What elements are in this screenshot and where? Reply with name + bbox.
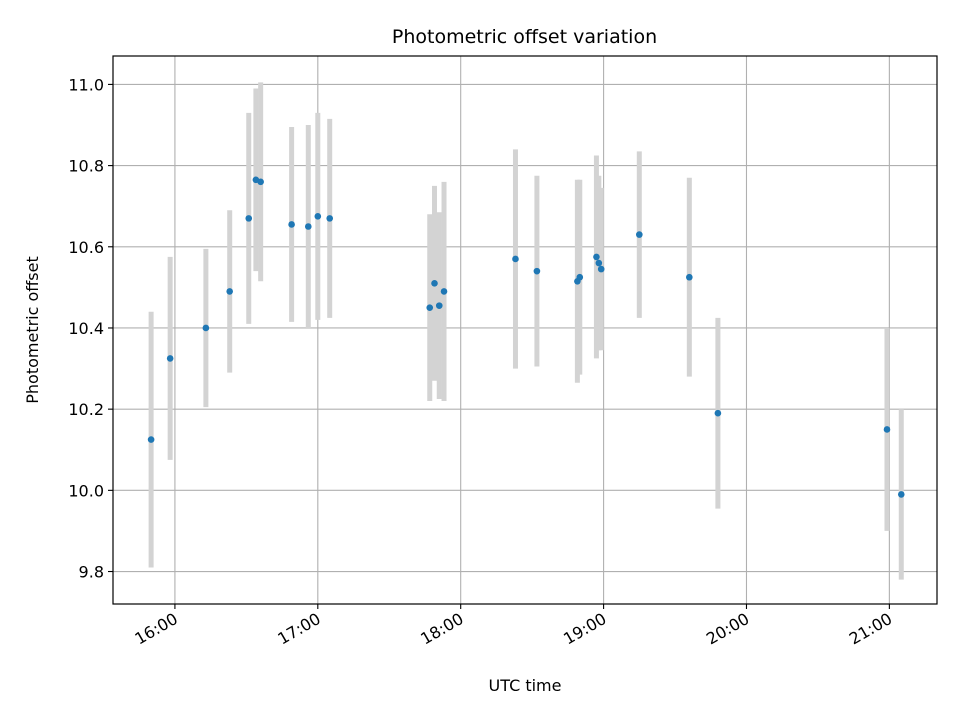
data-point <box>226 288 233 295</box>
y-tick-label: 10.8 <box>68 157 104 176</box>
data-point <box>897 491 905 498</box>
y-tick-label: 10.4 <box>68 319 104 338</box>
plot-frame <box>112 55 938 605</box>
y-tick-label: 11.0 <box>68 75 104 94</box>
data-point <box>714 409 722 417</box>
data-point <box>597 265 605 273</box>
data-point <box>257 178 264 186</box>
data-point <box>883 426 891 433</box>
data-point <box>304 223 312 230</box>
data-point <box>595 259 603 267</box>
data-point <box>326 215 334 222</box>
data-point <box>533 267 541 275</box>
y-axis-title: Photometric offset <box>23 256 42 404</box>
data-point <box>686 273 693 281</box>
y-tick-label: 9.8 <box>79 563 104 582</box>
data-point <box>314 213 322 220</box>
data-point <box>426 304 434 311</box>
data-point <box>512 255 519 263</box>
data-point <box>147 436 155 443</box>
y-tick-label: 10.0 <box>68 481 104 500</box>
data-point <box>166 355 174 362</box>
data-point <box>576 273 584 281</box>
data-point <box>431 280 438 287</box>
x-axis-title: UTC time <box>489 676 562 695</box>
data-point <box>435 302 443 309</box>
data-point <box>245 215 253 222</box>
y-tick-label: 10.6 <box>68 238 104 257</box>
data-point <box>288 221 295 228</box>
data-point <box>636 231 643 238</box>
data-point <box>202 324 210 332</box>
data-point <box>593 253 600 261</box>
data-point <box>440 288 448 295</box>
chart-title: Photometric offset variation <box>392 26 657 48</box>
y-tick-label: 10.2 <box>68 400 104 419</box>
y-axis: 9.8 10.0 10.2 10.4 10.6 10.8 11.0 <box>68 75 113 582</box>
data-points <box>147 176 905 498</box>
